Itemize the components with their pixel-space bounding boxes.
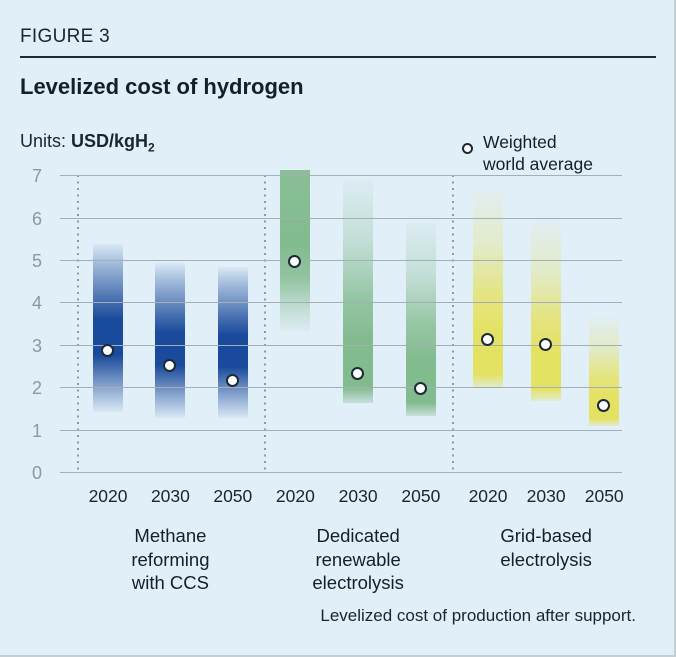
y-tick-label: 4 — [31, 293, 42, 314]
group-separator-1 — [76, 175, 79, 473]
units-line: Units: USD/kgH2 — [20, 131, 155, 155]
units-value: USD/kgH2 — [71, 131, 155, 155]
group-separator-3 — [452, 175, 455, 473]
y-axis: 0 1 2 3 4 5 6 7 — [0, 166, 52, 482]
average-point-marker-dedicated-renewable-electrolysis-2020 — [288, 255, 302, 268]
y-tick-label: 0 — [31, 463, 42, 483]
gridline-4 — [60, 302, 622, 304]
y-tick-label: 6 — [31, 208, 42, 229]
year-label-methane-reforming-with-ccs-2050: 2050 — [213, 486, 253, 506]
range-bar-dedicated-renewable-electrolysis-2020 — [280, 170, 311, 331]
year-label-methane-reforming-with-ccs-2030: 2030 — [150, 486, 190, 506]
gridline-1 — [60, 429, 622, 431]
group-label-grid-based-electrolysis: Grid-based electrolysis — [500, 525, 592, 570]
average-point-marker-methane-reforming-with-ccs-2050 — [225, 373, 239, 387]
y-tick-label: 5 — [31, 251, 42, 271]
gridline-5 — [60, 260, 622, 261]
y-tick-label: 3 — [31, 335, 42, 356]
range-bar-grid-based-electrolysis-2020 — [473, 191, 504, 389]
gridline-7 — [60, 175, 622, 177]
legend: Weighted world average — [462, 131, 593, 175]
legend-label: Weighted world average — [483, 132, 593, 175]
figure-divider — [20, 56, 656, 58]
y-tick-label: 2 — [31, 378, 42, 399]
range-bar-methane-reforming-with-ccs-2050 — [217, 267, 248, 418]
group-label-methane-reforming-with-ccs: Methane reforming with CCS — [131, 525, 210, 594]
y-tick-label: 1 — [31, 420, 42, 441]
range-bar-methane-reforming-with-ccs-2020 — [93, 244, 124, 412]
range-bar-grid-based-electrolysis-2030 — [531, 222, 562, 401]
average-point-marker-dedicated-renewable-electrolysis-2030 — [351, 367, 365, 381]
year-label-dedicated-renewable-electrolysis-2030: 2030 — [338, 486, 378, 506]
group-labels: Methane reforming with CCS Dedicated rene… — [60, 524, 622, 598]
x-axis: 2020 2030 2050 2020 2030 2050 2020 2030 2050 — [60, 486, 624, 510]
average-point-marker-methane-reforming-with-ccs-2030 — [163, 358, 177, 372]
y-tick-label: 7 — [31, 166, 42, 187]
year-label-grid-based-electrolysis-2030: 2030 — [526, 486, 566, 506]
average-point-marker-grid-based-electrolysis-2030 — [539, 337, 553, 351]
average-point-marker-grid-based-electrolysis-2020 — [481, 333, 495, 347]
footnote: Levelized cost of production after suppo… — [320, 606, 636, 625]
range-bar-dedicated-renewable-electrolysis-2030 — [343, 180, 374, 404]
group-label-dedicated-renewable-electrolysis: Dedicated renewable electrolysis — [312, 525, 404, 594]
units-label: Units: — [20, 131, 67, 151]
units-subscript: 2 — [148, 140, 155, 155]
range-bar-methane-reforming-with-ccs-2030 — [155, 263, 186, 418]
gridline-2 — [60, 387, 622, 389]
gridline-6 — [60, 217, 622, 219]
year-label-dedicated-renewable-electrolysis-2020: 2020 — [275, 486, 315, 506]
group-separator-2 — [264, 175, 266, 473]
figure-title: Levelized cost of hydrogen — [20, 74, 304, 99]
weighted-average-point-icon — [462, 143, 473, 154]
year-label-methane-reforming-with-ccs-2020: 2020 — [88, 486, 128, 506]
figure-label: FIGURE 3 — [20, 26, 111, 47]
gridline-3 — [60, 344, 622, 346]
gridline-0 — [60, 472, 622, 473]
year-label-grid-based-electrolysis-2050: 2050 — [584, 486, 624, 506]
year-label-dedicated-renewable-electrolysis-2050: 2050 — [401, 486, 441, 506]
average-point-marker-methane-reforming-with-ccs-2020 — [101, 344, 115, 358]
average-point-marker-grid-based-electrolysis-2050 — [597, 399, 611, 413]
year-label-grid-based-electrolysis-2020: 2020 — [468, 486, 508, 506]
plot-area — [60, 170, 622, 473]
average-point-marker-dedicated-renewable-electrolysis-2050 — [413, 382, 427, 396]
